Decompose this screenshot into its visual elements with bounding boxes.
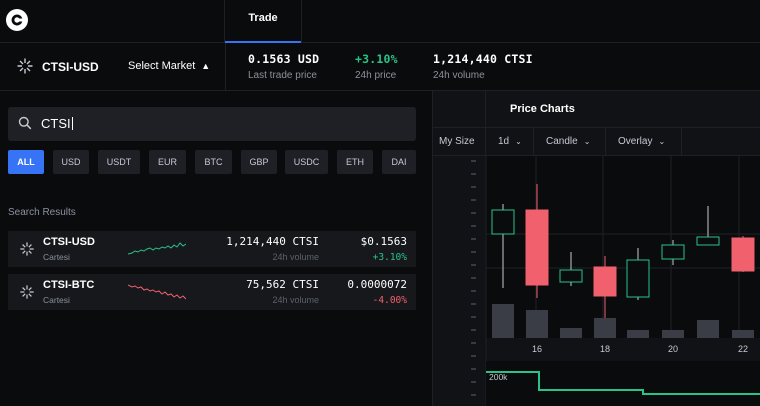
interval-value: 1d (498, 136, 510, 147)
volume-bar (662, 330, 684, 338)
result-change: +3.10% (372, 252, 407, 263)
candle-body (731, 237, 755, 272)
search-value: CTSI (41, 116, 71, 131)
search-input[interactable]: CTSI (8, 107, 416, 141)
result-row-ctsi-btc[interactable]: CTSI-BTC Cartesi 75,562 CTSI 24h volume … (8, 274, 416, 310)
volume-bar (526, 310, 548, 338)
stat-value: 1,214,440 CTSI (433, 52, 533, 66)
depth-line (486, 371, 760, 395)
chevron-down-icon: ⌄ (658, 137, 666, 146)
chevron-down-icon: ⌄ (583, 137, 591, 146)
result-change: -4.00% (372, 295, 407, 306)
x-tick-label: 18 (600, 344, 610, 354)
search-icon (18, 116, 32, 130)
candle-body (525, 209, 549, 286)
candlestick-chart[interactable]: 16 18 20 22 200k (433, 156, 760, 406)
candle-body (559, 269, 583, 283)
overlay-select[interactable]: Overlay ⌄ (606, 128, 682, 155)
volume-bar (560, 328, 582, 338)
result-price: 0.0000072 (347, 278, 407, 291)
result-symbol: CTSI-BTC (43, 279, 95, 291)
result-volume: 1,214,440 CTSI (226, 235, 319, 248)
candle-body (491, 209, 515, 235)
divider (224, 0, 225, 43)
candle-body (626, 259, 650, 298)
filter-dai[interactable]: DAI (382, 150, 416, 174)
filter-usdc[interactable]: USDC (285, 150, 328, 174)
chart-type-select[interactable]: Candle ⌄ (534, 128, 606, 155)
stat-label: 24h volume (433, 70, 485, 81)
volume-bar (594, 318, 616, 338)
stat-label: 24h price (355, 70, 397, 81)
result-name: Cartesi (43, 252, 70, 262)
top-bar: Trade (0, 0, 760, 43)
stat-value: +3.10% (355, 52, 398, 66)
stat-label: Last trade price (248, 70, 317, 81)
volume-bar (732, 330, 754, 338)
stat-value: 0.1563 USD (248, 52, 320, 66)
price-charts-panel: Price Charts My Size 1d ⌄ Candle ⌄ Overlay… (432, 91, 760, 406)
price-charts-tab[interactable]: Price Charts (486, 91, 760, 128)
divider (301, 0, 302, 43)
filter-usd[interactable]: USD (53, 150, 89, 174)
volume-bar (492, 304, 514, 338)
candle-body (593, 266, 617, 297)
divider (433, 155, 760, 156)
filter-all[interactable]: ALL (8, 150, 44, 174)
text-caret (71, 117, 73, 130)
tab-trade[interactable]: Trade (225, 0, 301, 43)
sparkline-up (128, 242, 186, 255)
chevron-up-icon: ▲ (201, 61, 211, 71)
filter-eur[interactable]: EUR (149, 150, 186, 174)
cartesi-icon (17, 58, 33, 74)
market-search-panel: CTSI ALL USD USDT EUR BTC GBP USDC ETH DAI Searc… (0, 91, 432, 406)
depth-area (486, 361, 760, 406)
market-pair: CTSI-USD (42, 60, 99, 74)
candle-body (661, 244, 685, 260)
select-market-button[interactable]: Select Market ▲ (128, 60, 210, 72)
my-size-label: My Size (439, 136, 475, 147)
filter-usdt[interactable]: USDT (98, 150, 140, 174)
stat-last-price: 0.1563 USD Last trade price (248, 52, 319, 81)
x-tick-label: 22 (738, 344, 748, 354)
result-price: $0.1563 (360, 235, 407, 248)
price-charts-title: Price Charts (510, 103, 575, 115)
filter-gbp[interactable]: GBP (241, 150, 277, 174)
candle-body (696, 236, 720, 246)
result-row-ctsi-usd[interactable]: CTSI-USD Cartesi 1,214,440 CTSI 24h volu… (8, 231, 416, 267)
select-market-label: Select Market (128, 60, 196, 72)
result-name: Cartesi (43, 295, 70, 305)
tab-trade-label: Trade (248, 12, 278, 24)
filter-eth[interactable]: ETH (337, 150, 373, 174)
interval-select[interactable]: 1d ⌄ (486, 128, 534, 155)
stat-24h-volume: 1,214,440 CTSI 24h volume (433, 52, 533, 81)
stat-24h-price: +3.10% 24h price (355, 52, 398, 81)
my-size-toggle[interactable]: My Size (433, 128, 486, 155)
volume-bar (697, 320, 719, 338)
search-results-label: Search Results (8, 207, 76, 218)
x-tick-label: 20 (668, 344, 678, 354)
chart-type-value: Candle (546, 136, 578, 147)
cartesi-icon (20, 242, 34, 256)
divider (225, 43, 226, 91)
result-volume-label: 24h volume (272, 295, 319, 305)
overlay-value: Overlay (618, 136, 653, 147)
result-volume: 75,562 CTSI (246, 278, 319, 291)
x-tick-label: 16 (532, 344, 542, 354)
cartesi-icon (20, 285, 34, 299)
volume-bar (627, 330, 649, 338)
chart-left-column (433, 91, 486, 128)
result-symbol: CTSI-USD (43, 236, 95, 248)
sparkline-down (128, 284, 186, 300)
depth-label: 200k (489, 372, 508, 382)
filter-btc[interactable]: BTC (195, 150, 232, 174)
market-bar: CTSI-USD Select Market ▲ 0.1563 USD Last … (0, 43, 760, 91)
coinbase-logo-icon[interactable] (5, 8, 29, 32)
chevron-down-icon: ⌄ (515, 137, 522, 146)
result-volume-label: 24h volume (272, 252, 319, 262)
